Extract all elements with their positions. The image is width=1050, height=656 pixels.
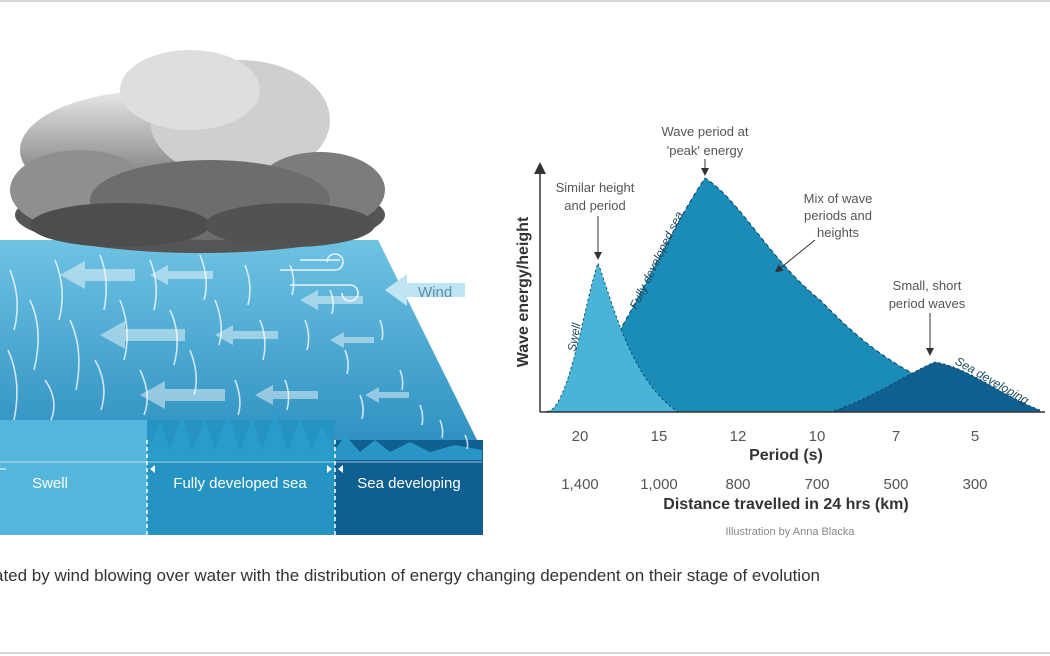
developing-curve — [829, 361, 1041, 413]
distance-axis-label: Distance travelled in 24 hrs (km) — [663, 496, 908, 513]
x-tick: 20 — [572, 428, 589, 445]
distance-tick: 1,400 — [561, 476, 599, 493]
wave-strokes — [7, 254, 469, 450]
distance-tick: 500 — [883, 476, 908, 493]
drift-arrows — [60, 261, 409, 409]
zone-label-swell: Swell — [32, 475, 68, 492]
x-axis-label: Period (s) — [749, 447, 823, 464]
x-tick: 12 — [730, 428, 747, 445]
annotation-mix-line3: heights — [817, 225, 859, 240]
fully-developed-curve — [544, 177, 1011, 413]
swell-curve — [547, 261, 680, 413]
annotation-peak-line1: Wave period at — [662, 124, 749, 139]
x-tick: 7 — [892, 428, 900, 445]
wind-swirls — [280, 253, 359, 302]
caption-text: ated by wind blowing over water with the… — [0, 566, 820, 585]
wave-profile — [147, 410, 482, 460]
x-ticks: 20 15 12 10 7 5 — [572, 428, 980, 445]
annotation-mix-line2: periods and — [804, 208, 872, 223]
annotation-pointers — [594, 159, 934, 356]
top-border — [0, 0, 1050, 2]
bottom-border — [0, 652, 1050, 654]
x-tick: 15 — [651, 428, 668, 445]
distance-ticks: 1,400 1,000 800 700 500 300 — [561, 476, 987, 493]
swell-curve-label: Swell — [565, 322, 584, 353]
wind-arrow: Wind — [385, 274, 465, 306]
annotation-similar-line2: and period — [564, 198, 625, 213]
wave-energy-figure: Swell Fully developed sea Sea developing — [0, 50, 1045, 538]
distance-tick: 800 — [725, 476, 750, 493]
x-tick: 10 — [809, 428, 826, 445]
annotation-mix-line1: Mix of wave — [804, 191, 873, 206]
swell-block — [0, 420, 147, 535]
y-axis-label: Wave energy/height — [515, 216, 532, 367]
distance-tick: 300 — [962, 476, 987, 493]
annotation-peak-line2: 'peak' energy — [667, 143, 744, 158]
figure-caption: ated by wind blowing over water with the… — [0, 566, 1050, 590]
x-tick: 5 — [971, 428, 979, 445]
distance-tick: 700 — [804, 476, 829, 493]
illustration-credit: Illustration by Anna Blacka — [725, 526, 855, 538]
ocean-illustration: Swell Fully developed sea Sea developing — [0, 50, 483, 535]
storm-cloud — [10, 50, 385, 253]
wind-label: Wind — [418, 284, 452, 301]
zone-label-fully-developed: Fully developed sea — [173, 475, 307, 492]
energy-graph: Wave energy/height 20 15 12 10 7 5 Perio… — [515, 124, 1045, 538]
distance-tick: 1,000 — [640, 476, 678, 493]
annotation-similar-line1: Similar height — [556, 180, 635, 195]
annotation-small-line2: period waves — [889, 296, 966, 311]
annotation-small-line1: Small, short — [893, 278, 962, 293]
zone-label-developing: Sea developing — [357, 475, 460, 492]
